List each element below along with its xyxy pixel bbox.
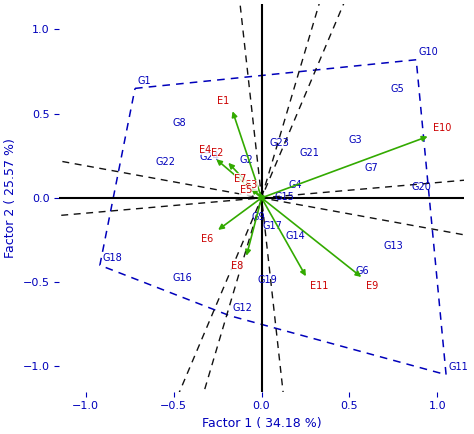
Text: E7: E7 [234, 174, 246, 184]
Text: G7: G7 [365, 164, 378, 174]
Text: G6: G6 [356, 266, 369, 276]
Text: G10: G10 [419, 47, 438, 57]
Text: G1: G1 [137, 76, 151, 86]
X-axis label: Factor 1 ( 34.18 %): Factor 1 ( 34.18 %) [202, 417, 321, 430]
Text: G3: G3 [348, 135, 362, 145]
Text: G17: G17 [263, 221, 283, 231]
Text: E10: E10 [433, 123, 451, 133]
Text: G15: G15 [275, 192, 295, 202]
Text: G13: G13 [383, 241, 403, 251]
Text: G5: G5 [391, 84, 404, 94]
Text: G22: G22 [155, 157, 175, 167]
Text: G16: G16 [173, 273, 192, 283]
Text: E9: E9 [366, 281, 378, 291]
Text: E11: E11 [310, 281, 328, 291]
Text: G2: G2 [239, 155, 253, 165]
Text: E5: E5 [239, 185, 252, 195]
Text: G11: G11 [449, 362, 468, 372]
Text: E3: E3 [245, 180, 257, 190]
Text: G18: G18 [102, 253, 122, 263]
Text: G8: G8 [173, 118, 186, 128]
Text: G23: G23 [269, 138, 289, 148]
Text: G20: G20 [412, 182, 432, 192]
Text: E6: E6 [201, 234, 213, 244]
Text: E8: E8 [231, 261, 243, 271]
Text: E4: E4 [199, 145, 211, 155]
Y-axis label: Factor 2 ( 25.57 %): Factor 2 ( 25.57 %) [4, 138, 17, 258]
Text: G19: G19 [257, 275, 277, 285]
Text: G12: G12 [233, 303, 253, 313]
Text: G9: G9 [252, 212, 265, 222]
Text: G14: G14 [285, 231, 305, 241]
Text: E2: E2 [211, 148, 224, 158]
Text: G24: G24 [199, 151, 219, 161]
Text: G21: G21 [300, 148, 319, 158]
Text: G4: G4 [289, 180, 302, 190]
Text: E1: E1 [217, 96, 229, 106]
